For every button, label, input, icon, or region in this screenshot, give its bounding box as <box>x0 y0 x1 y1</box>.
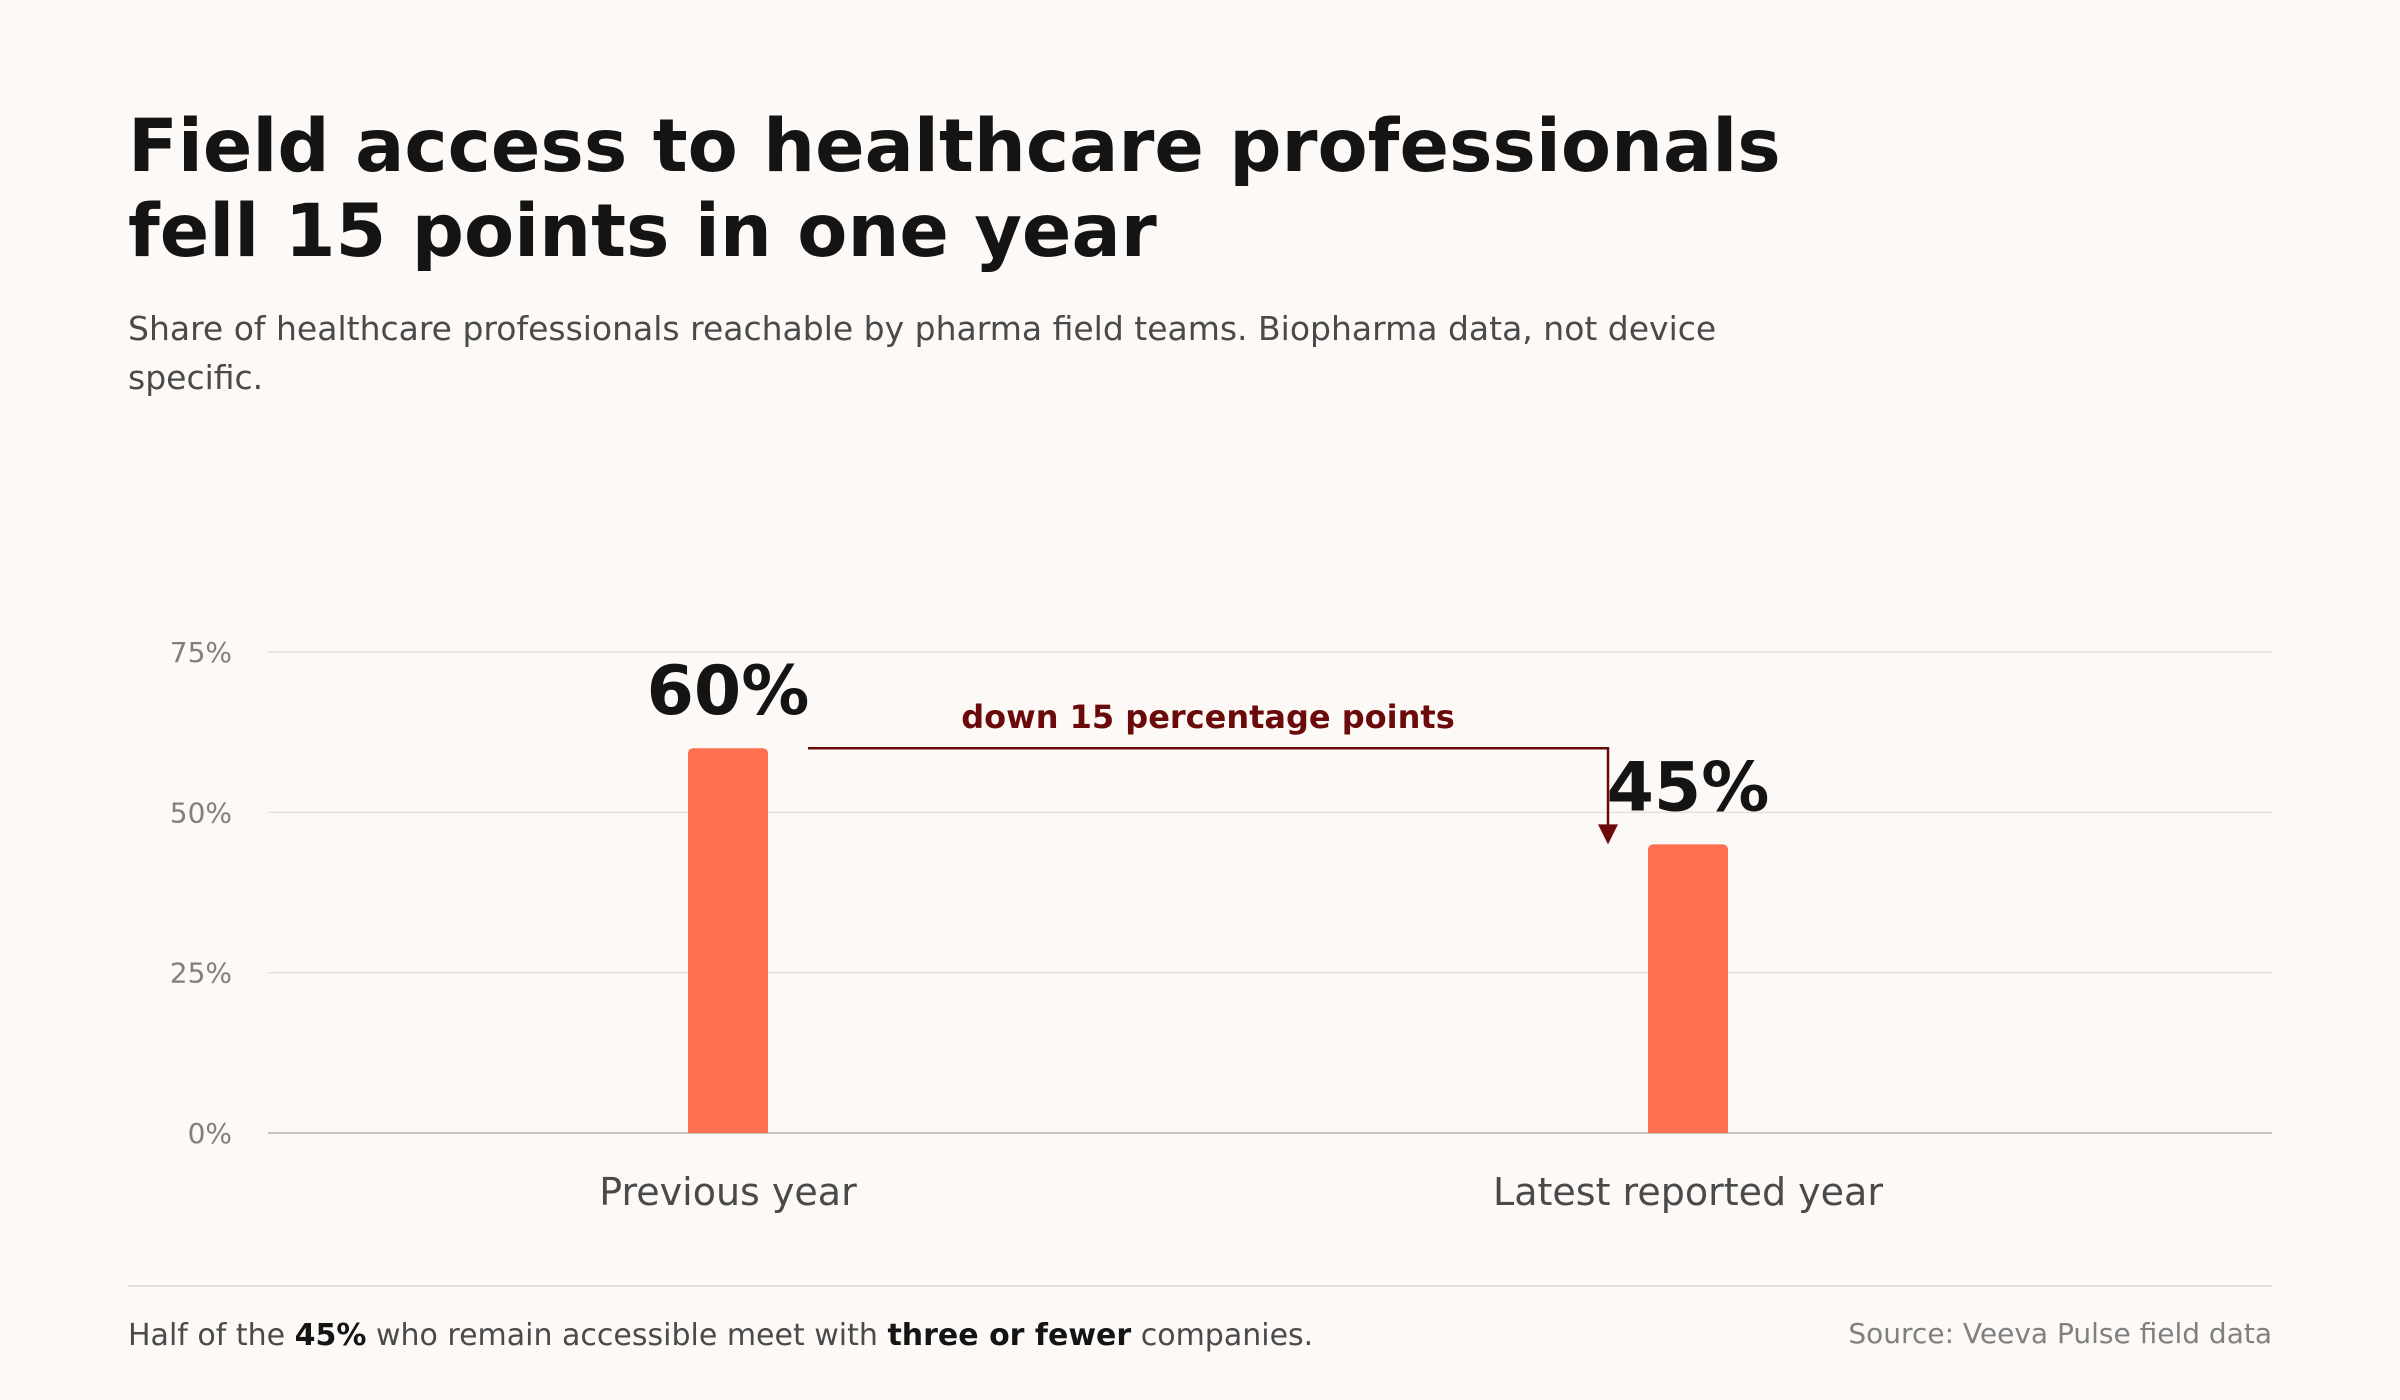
footnote: Half of the 45% who remain accessible me… <box>128 1316 1313 1356</box>
bar-base <box>688 1125 768 1133</box>
annotation-arrow-line <box>808 746 1610 827</box>
y-tick-label: 25% <box>170 957 232 990</box>
annotation-label: down 15 percentage points <box>961 698 1455 736</box>
footnote-highlight-2: three or fewer <box>887 1318 1132 1353</box>
footer-divider <box>128 1285 2272 1287</box>
bar <box>1648 844 1728 1133</box>
annotation-arrowhead <box>1598 824 1618 845</box>
chart-subtitle: Share of healthcare professionals reacha… <box>128 309 1717 397</box>
y-tick-label: 0% <box>188 1117 232 1150</box>
footnote-text-1: Half of the <box>128 1318 295 1353</box>
x-tick-label: Previous year <box>599 1170 857 1214</box>
footnote-text-3: companies. <box>1131 1318 1314 1353</box>
data-label: 45% <box>1607 748 1770 827</box>
x-tick-label: Latest reported year <box>1493 1170 1883 1214</box>
footnote-highlight-1: 45% <box>294 1318 367 1353</box>
bar-base <box>1648 1125 1728 1133</box>
footnote-text-2: who remain accessible meet with <box>366 1318 888 1353</box>
data-label: 60% <box>647 652 810 731</box>
source-note: Source: Veeva Pulse field data <box>1848 1317 2272 1350</box>
bar <box>688 748 768 1133</box>
bar-chart: 0% 25% 50% 75% 60% Previous year 45% Latest rep… <box>170 636 2272 1214</box>
y-tick-label: 75% <box>170 636 232 669</box>
chart-title: Field access to healthcare professionals… <box>128 104 1781 274</box>
y-tick-label: 50% <box>170 796 232 829</box>
